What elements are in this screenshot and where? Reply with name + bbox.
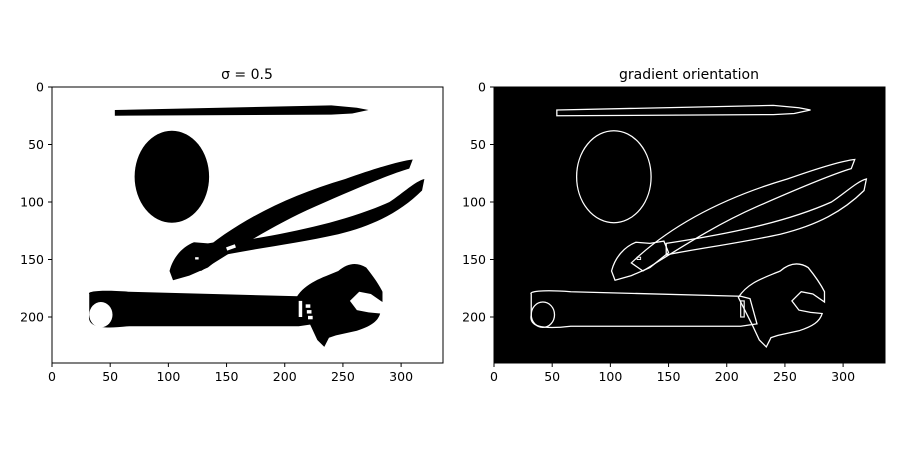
x-tick-label: 0: [48, 369, 56, 384]
y-tick-label: 50: [470, 137, 486, 152]
pliers-hole: [195, 257, 199, 260]
wrench-slot-3: [306, 310, 312, 314]
wrench-slot-4: [308, 315, 313, 320]
axes-frame: [51, 86, 444, 364]
x-tick-label: 0: [490, 369, 498, 384]
x-tick-label: 100: [598, 369, 622, 384]
y-tick-label: 0: [36, 80, 44, 95]
y-tick-label: 200: [462, 310, 486, 325]
x-tick-label: 200: [715, 369, 739, 384]
image-area: [52, 87, 443, 363]
x-axis: 0 50 100 150 200 250 300: [48, 363, 413, 384]
x-tick-label: 50: [544, 369, 560, 384]
x-tick-label: 150: [215, 369, 239, 384]
y-axis: 0 50 100 150 200: [462, 80, 494, 325]
pliers-gap: [226, 244, 236, 251]
wrench-slot-1: [298, 300, 303, 317]
y-tick-label: 200: [20, 310, 44, 325]
wrench-hole: [89, 302, 113, 328]
y-tick-label: 0: [478, 80, 486, 95]
panel-right: gradient orientation 0 50 100 150 200 250 300 …: [462, 67, 886, 384]
x-tick-label: 300: [389, 369, 413, 384]
x-tick-label: 50: [102, 369, 118, 384]
y-tick-label: 100: [462, 195, 486, 210]
x-axis: 0 50 100 150 200 250 300: [490, 363, 855, 384]
y-tick-label: 100: [20, 195, 44, 210]
wrench-hole-edge: [530, 301, 556, 328]
y-tick-label: 150: [462, 252, 486, 267]
pliers-hole-edge: [636, 256, 642, 260]
axes-frame: [493, 86, 886, 364]
panel-title: gradient orientation: [619, 67, 759, 83]
y-tick-label: 150: [20, 252, 44, 267]
panel-left: σ = 0.5 0 50 100 150 200 250 300 0 50 100 150 200: [20, 67, 444, 384]
x-tick-label: 150: [657, 369, 681, 384]
x-tick-label: 200: [273, 369, 297, 384]
wrench-slot-2: [305, 304, 311, 308]
x-tick-label: 250: [773, 369, 797, 384]
x-tick-label: 250: [331, 369, 355, 384]
y-axis: 0 50 100 150 200: [20, 80, 52, 325]
image-area: [494, 87, 885, 363]
image-background: [494, 87, 885, 363]
panel-title: σ = 0.5: [221, 67, 273, 83]
x-tick-label: 100: [156, 369, 180, 384]
y-tick-label: 50: [28, 137, 44, 152]
x-tick-label: 300: [831, 369, 855, 384]
wrench-slot-edge: [740, 300, 745, 318]
